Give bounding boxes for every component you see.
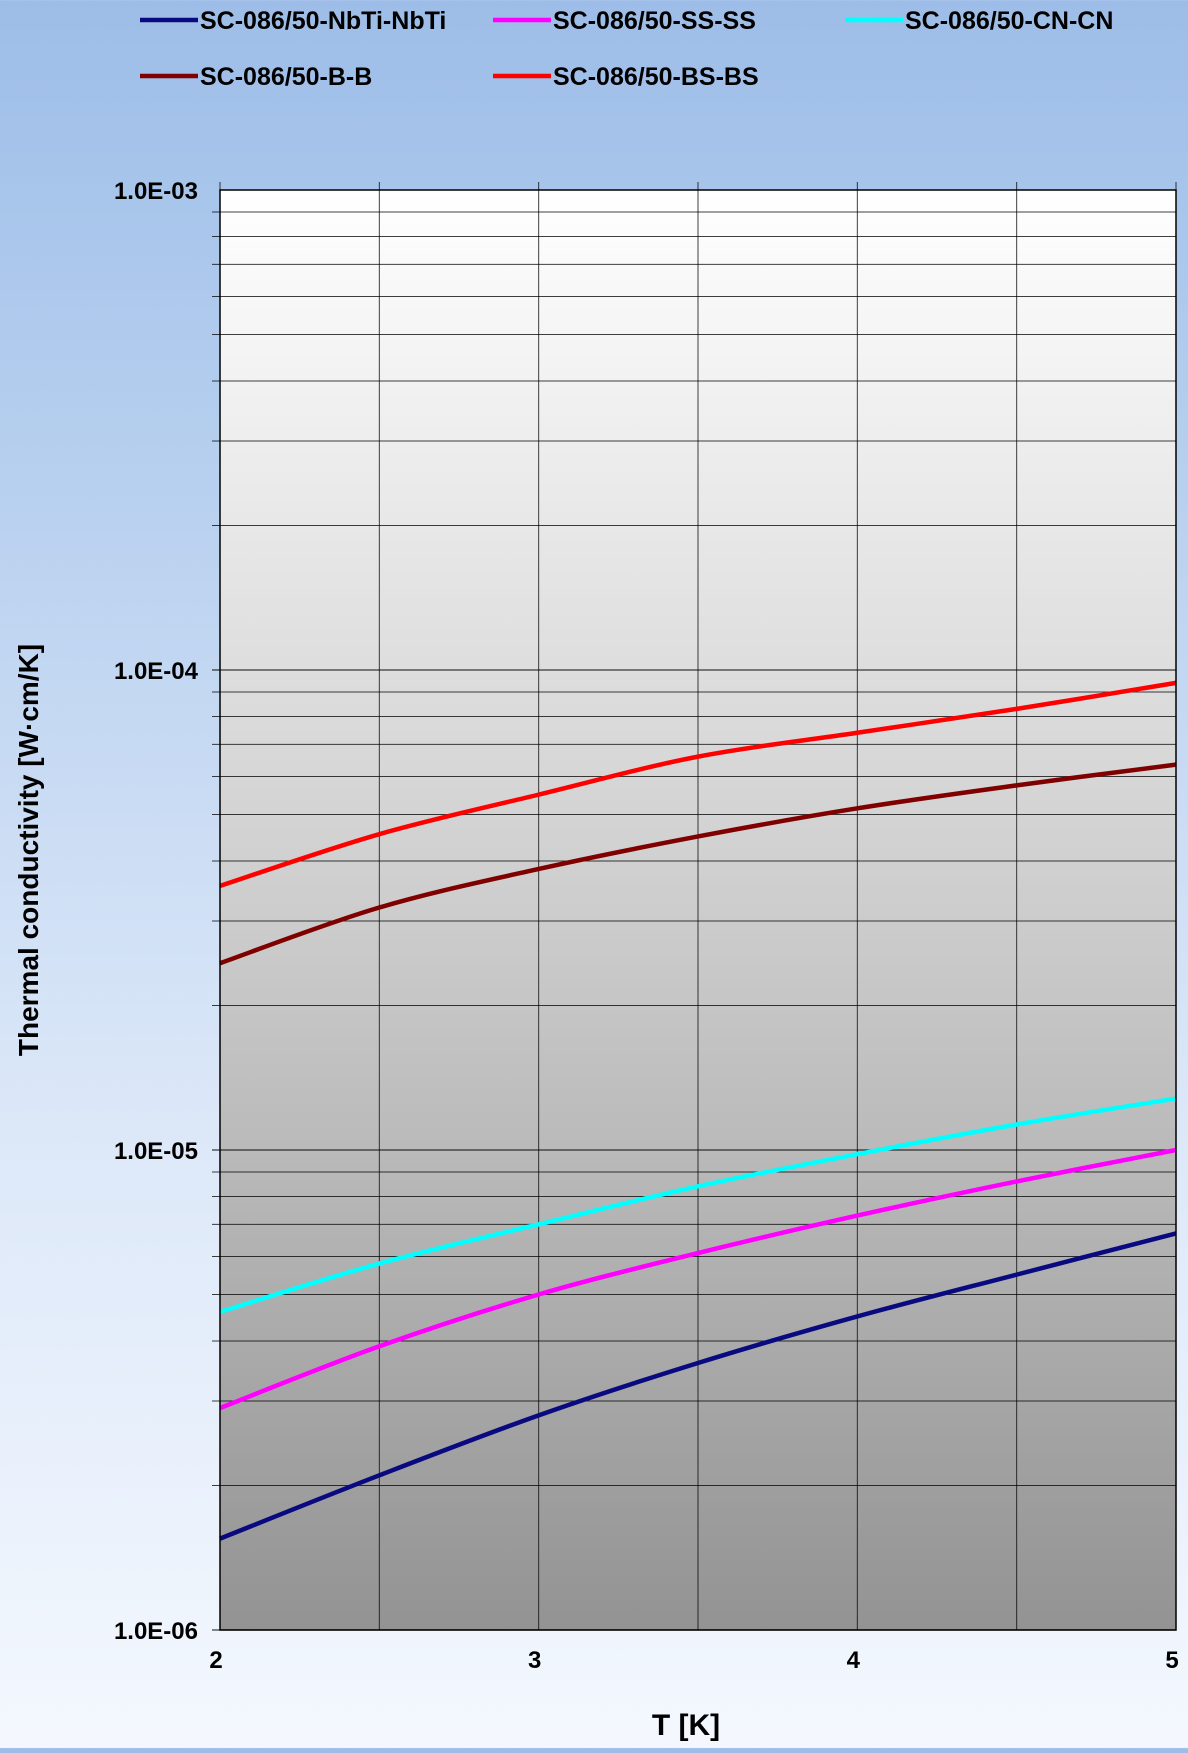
y-tick-label: 1.0E-03 [114, 178, 198, 205]
legend-label: SC-086/50-B-B [200, 63, 372, 91]
series-line-2 [219, 1096, 1177, 1315]
series-line-3 [219, 762, 1177, 966]
x-tick-label: 2 [209, 1647, 222, 1674]
series-line-0 [219, 1231, 1177, 1541]
series-lines [219, 680, 1177, 1541]
y-axis-label: Thermal conductivity [W·cm/K] [13, 644, 44, 1056]
plot-border [219, 189, 1177, 1631]
series-line-1 [219, 1147, 1177, 1411]
legend-label: SC-086/50-SS-SS [553, 7, 756, 35]
x-axis-label: T [K] [652, 1709, 720, 1742]
legend: SC-086/50-NbTi-NbTi SC-086/50-SS-SS SC-086… [140, 7, 1113, 91]
legend-label: SC-086/50-BS-BS [553, 63, 759, 91]
y-tick-label: 1.0E-04 [114, 658, 199, 685]
y-tick-label: 1.0E-06 [114, 1618, 198, 1645]
x-tick-label: 4 [847, 1647, 861, 1674]
legend-label: SC-086/50-CN-CN [905, 7, 1113, 35]
grid [212, 182, 1177, 1631]
series-line-4 [219, 680, 1177, 889]
x-tick-label: 5 [1165, 1647, 1178, 1674]
tick-labels: 1.0E-06 1.0E-05 1.0E-04 1.0E-03 2 3 4 5 [114, 178, 1179, 1674]
y-tick-label: 1.0E-05 [114, 1138, 198, 1165]
legend-label: SC-086/50-NbTi-NbTi [200, 7, 446, 35]
x-tick-label: 3 [528, 1647, 541, 1674]
